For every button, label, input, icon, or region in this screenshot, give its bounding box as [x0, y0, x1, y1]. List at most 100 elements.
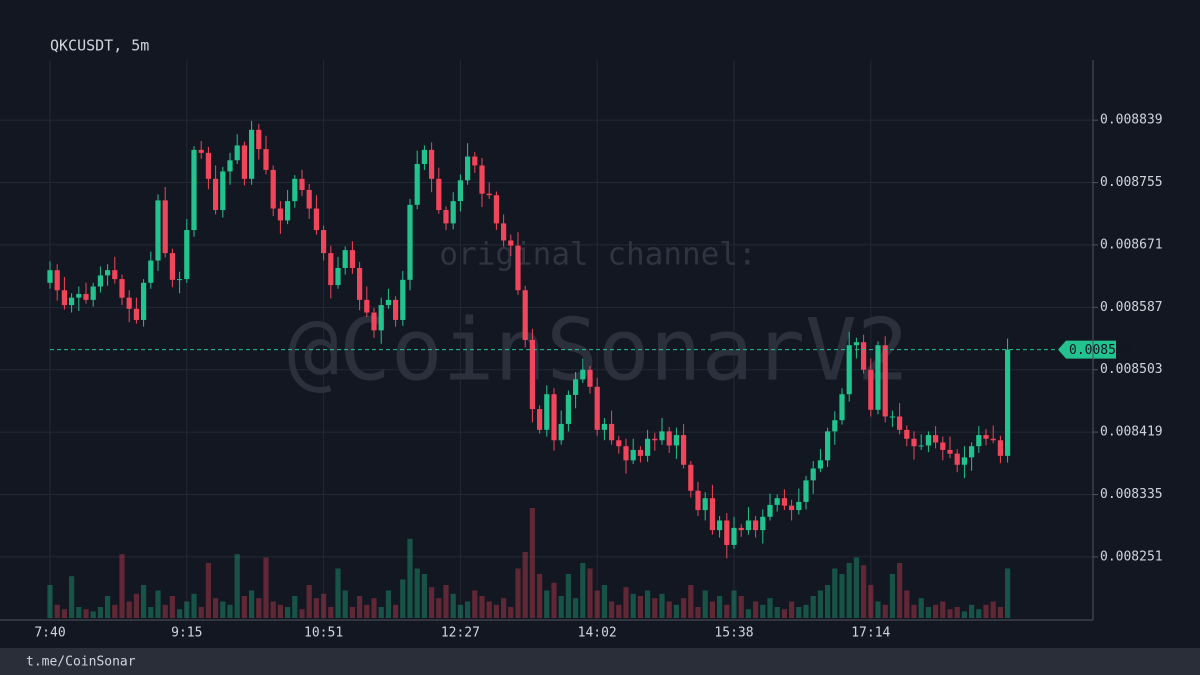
volume-bar [659, 593, 665, 618]
candle-body [292, 178, 298, 202]
volume-bar [861, 565, 867, 618]
candle-body [925, 435, 931, 446]
volume-bar [141, 585, 147, 618]
volume-bar [681, 598, 687, 618]
volume-bar [493, 604, 499, 618]
candle-body [839, 394, 845, 421]
volume-bar [940, 601, 946, 618]
volume-bar [83, 609, 89, 618]
candle-body [868, 369, 874, 410]
candle-body [781, 498, 787, 506]
candle-body [457, 180, 463, 202]
candle-body [983, 435, 989, 439]
volume-bar [724, 604, 730, 618]
candle-body [601, 423, 607, 430]
watermark-line: original channel: [439, 237, 756, 273]
volume-bar [357, 596, 363, 618]
candle-body [832, 420, 838, 432]
volume-bar [688, 585, 694, 618]
volume-bar [925, 607, 931, 618]
volume-bar [256, 598, 262, 618]
volume-bar [501, 598, 507, 618]
volume-bar [767, 598, 773, 618]
candle-body [897, 416, 903, 430]
volume-bar [745, 609, 751, 618]
candle-body [285, 201, 291, 221]
volume-bar [198, 607, 204, 618]
candle-body [205, 152, 211, 179]
volume-bar [616, 604, 622, 618]
candle-body [299, 178, 305, 190]
chart-title: QKCUSDT, 5m [50, 37, 149, 55]
volume-bar [486, 601, 492, 618]
candle-body [825, 431, 831, 461]
volume-bar [803, 604, 809, 618]
volume-bar [76, 607, 82, 618]
candle-body [61, 290, 67, 306]
volume-bar [184, 601, 190, 618]
candle-body [357, 267, 363, 300]
volume-bar [666, 601, 672, 618]
x-tick-label: 14:02 [578, 626, 617, 641]
volume-bar [522, 552, 528, 618]
volume-bar [133, 593, 139, 618]
volume-bar [515, 568, 521, 618]
candle-body [753, 520, 759, 531]
volume-bar [817, 590, 823, 618]
volume-bar [601, 585, 607, 618]
volume-bar [609, 601, 615, 618]
volume-bar [263, 557, 269, 618]
candle-body [105, 270, 111, 276]
volume-bar [702, 590, 708, 618]
x-tick-label: 7:40 [34, 626, 65, 641]
y-tick-label: 0.008755 [1100, 175, 1163, 190]
candle-body [695, 490, 701, 511]
volume-bar [997, 607, 1003, 618]
candle-body [421, 149, 427, 164]
candle-body [537, 409, 543, 430]
candle-body [623, 446, 629, 461]
volume-bar [349, 607, 355, 618]
candle-body [976, 435, 982, 447]
volume-bar [875, 601, 881, 618]
candle-body [349, 250, 355, 268]
volume-bar [637, 596, 643, 618]
candle-body [414, 163, 420, 205]
volume-bar [882, 604, 888, 618]
candle-body [947, 449, 953, 454]
volume-bar [54, 604, 60, 618]
last-price-label: 0.008530 [1069, 343, 1132, 358]
volume-bar [227, 604, 233, 618]
candle-body [393, 299, 399, 320]
y-tick-label: 0.008419 [1100, 425, 1163, 440]
candle-body [328, 253, 334, 286]
candle-body [760, 516, 766, 531]
candle-body [119, 279, 125, 298]
candle-body [724, 520, 730, 545]
volume-bar [436, 598, 442, 618]
candle-body [522, 290, 528, 340]
volume-bar [162, 604, 168, 618]
volume-bar [889, 574, 895, 618]
candle-body [249, 129, 255, 179]
candle-body [969, 446, 975, 458]
volume-bar [465, 601, 471, 618]
volume-bar [594, 590, 600, 618]
candle-body [551, 394, 557, 441]
candle-body [616, 440, 622, 447]
candle-body [148, 260, 154, 283]
candle-body [918, 445, 924, 447]
candle-body [54, 270, 60, 291]
volume-bar [580, 563, 586, 618]
watermark-handle: @CoinSonarV2 [287, 300, 908, 400]
volume-bar [61, 609, 67, 618]
volume-bar [558, 596, 564, 618]
candle-body [609, 423, 615, 441]
candle-body [76, 293, 82, 298]
volume-bar [969, 604, 975, 618]
volume-bar [731, 590, 737, 618]
candle-body [501, 223, 507, 241]
candle-body [400, 279, 406, 320]
footer-text: t.me/CoinSonar [26, 655, 136, 670]
